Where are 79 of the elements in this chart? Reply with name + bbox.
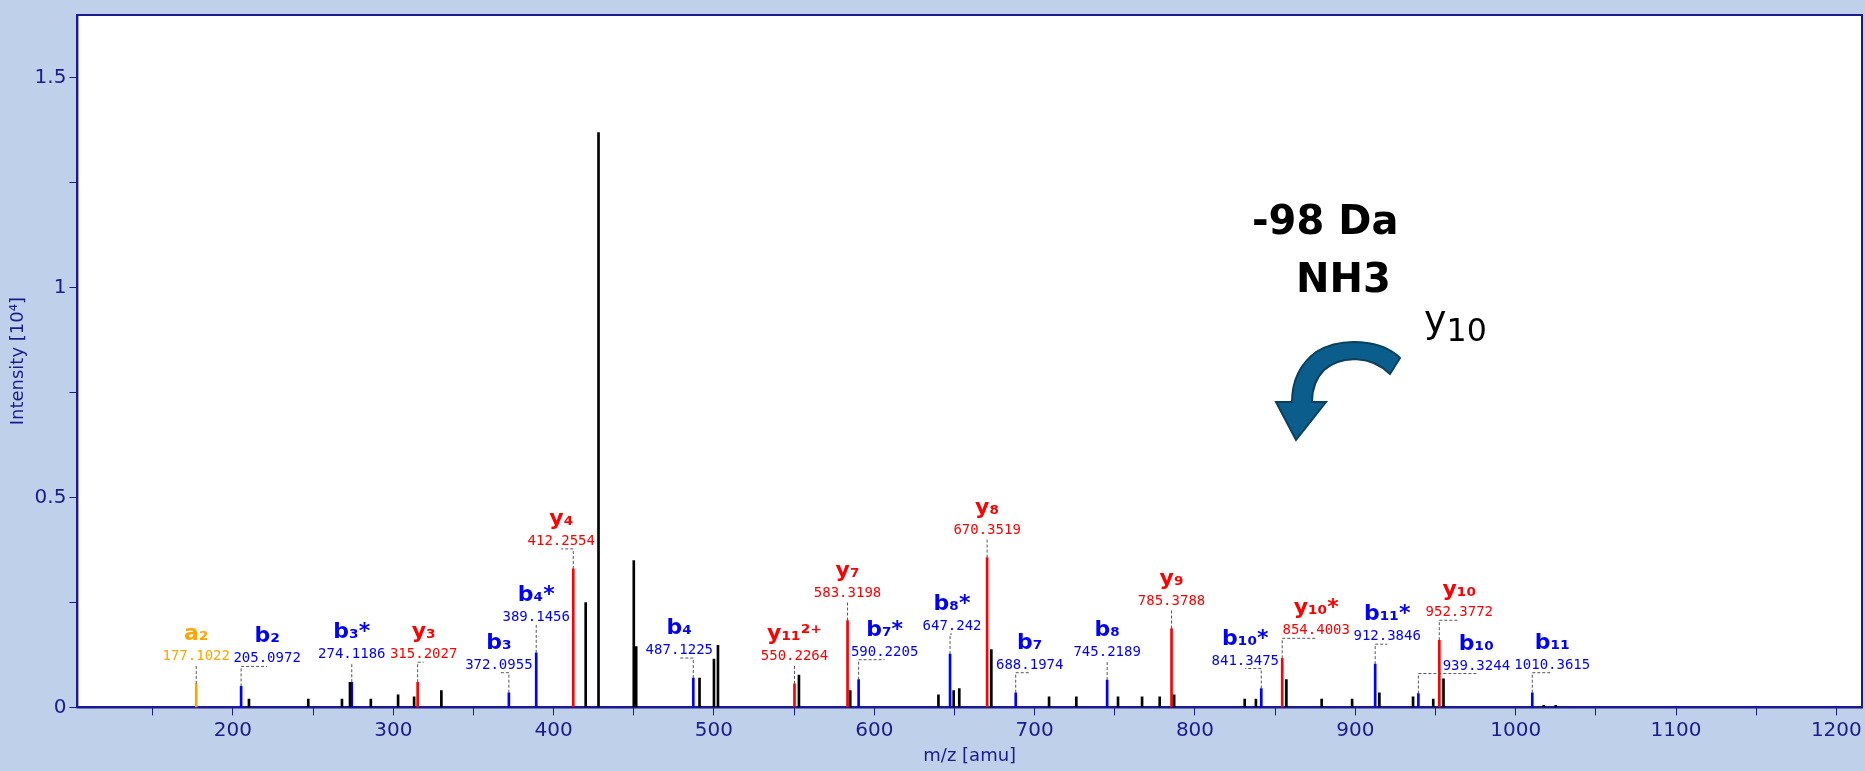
- x-tick-label: 1200: [1810, 716, 1862, 741]
- x-tick-label: 400: [534, 716, 573, 741]
- bar: [1437, 639, 1441, 708]
- annotation: a₂ 177.1022: [162, 619, 230, 663]
- bar: [1320, 698, 1323, 708]
- annotation: y₁₀* 854.4003: [1282, 594, 1350, 638]
- bar: [534, 652, 538, 708]
- annotation: y₉ 785.3788: [1137, 564, 1206, 608]
- x-tick-label: 200: [213, 716, 253, 741]
- bar: [1158, 696, 1162, 708]
- bar: [194, 683, 198, 708]
- x-tick-label: 600: [855, 716, 894, 741]
- bar: [1075, 696, 1078, 708]
- bar: [952, 690, 955, 708]
- bar: [632, 560, 636, 708]
- bar: [1280, 657, 1284, 708]
- annotation: y$_{10}$: [1424, 297, 1487, 348]
- bar: [793, 683, 796, 708]
- bar: [440, 690, 443, 708]
- bar: [1014, 692, 1018, 708]
- annotation: b₄* 389.1456: [502, 580, 570, 624]
- bar: [848, 690, 852, 708]
- bar: [937, 694, 940, 708]
- bar: [416, 681, 419, 708]
- bar: [1530, 692, 1534, 708]
- annotation: b₃ 372.0955: [465, 628, 533, 672]
- bar: [990, 649, 993, 708]
- bar: [1554, 704, 1558, 708]
- annotation: b₂ 205.0972: [233, 622, 301, 666]
- y-axis-title: Intensity [10⁴]: [6, 297, 28, 426]
- annotation: y₁₁²⁺ 550.2264: [760, 619, 829, 663]
- annotation: b₈* 647.242: [922, 590, 982, 634]
- annotation: y₇ 583.3198: [813, 556, 882, 600]
- annotation: -98 Da: [1252, 197, 1399, 243]
- annotation: b₁₁ 1010.3615: [1514, 628, 1591, 672]
- bar: [306, 698, 310, 708]
- x-tick-label: 900: [1336, 716, 1375, 741]
- bar: [1542, 704, 1546, 708]
- x-tick-label: 700: [1015, 716, 1054, 741]
- bar: [597, 132, 600, 708]
- annotation: b₁₁* 912.3846: [1353, 600, 1421, 644]
- y-tick-label: 1.5: [34, 64, 67, 89]
- bar: [857, 679, 860, 708]
- x-tick-label: 1000: [1490, 716, 1542, 741]
- bar: [1170, 628, 1173, 708]
- x-tick-label: 300: [374, 716, 413, 741]
- bar: [698, 677, 701, 708]
- bar: [691, 677, 695, 708]
- annotation: NH3: [1296, 255, 1391, 301]
- annotation: y₃ 315.2027: [389, 618, 458, 662]
- x-tick-label: 1100: [1650, 716, 1702, 741]
- annotation: b₁₀* 841.3475: [1211, 624, 1279, 668]
- annotation: b₄ 487.1225: [645, 614, 714, 658]
- bar: [1285, 679, 1288, 708]
- bar: [1378, 692, 1381, 708]
- bar: [1442, 678, 1445, 708]
- y-tick-label: 1: [53, 273, 67, 298]
- y-tick-label: 0.5: [34, 483, 67, 508]
- annotation: b₈ 745.2189: [1073, 616, 1141, 660]
- bar: [957, 688, 961, 708]
- annotation: b₁₀ 939.3244: [1442, 629, 1511, 673]
- bar: [1373, 663, 1377, 708]
- bar: [1417, 693, 1420, 708]
- x-tick-label: 500: [694, 716, 734, 741]
- bar: [1431, 698, 1435, 708]
- annotation: y₈ 670.3519: [953, 493, 1021, 537]
- bar: [571, 568, 575, 708]
- bar: [1243, 698, 1247, 708]
- y-tick-label: 0: [53, 693, 67, 718]
- x-tick-label: 800: [1175, 716, 1215, 741]
- bar: [584, 602, 588, 708]
- annotation: b₃* 274.1186: [318, 618, 386, 662]
- bar: [1259, 688, 1263, 708]
- annotation: b₇ 688.1974: [996, 628, 1064, 672]
- annotation: b₇* 590.2205: [850, 615, 919, 659]
- bar: [846, 620, 849, 708]
- annotation: y₄ 412.2554: [527, 504, 595, 548]
- x-axis-title: m/z [amu]: [923, 743, 1017, 765]
- annotation: y₁₀ 952.3772: [1425, 576, 1494, 620]
